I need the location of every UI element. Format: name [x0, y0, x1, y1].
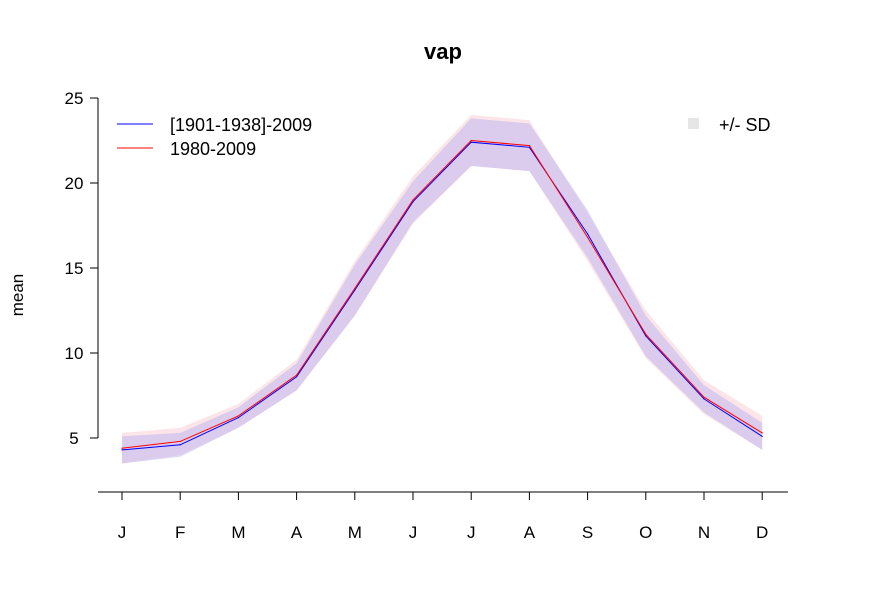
data-point — [237, 415, 239, 417]
y-tick-label: 20 — [65, 174, 84, 193]
series-line-2 — [121, 139, 763, 449]
legend-label-1: [1901-1938]-2009 — [170, 115, 312, 135]
x-tick-label: M — [348, 523, 362, 542]
data-point — [412, 199, 414, 201]
data-point — [761, 435, 763, 437]
data-point — [296, 376, 298, 378]
data-point — [121, 449, 123, 451]
sd-band-2 — [122, 115, 763, 464]
data-point — [761, 432, 763, 434]
x-tick-label: S — [582, 523, 593, 542]
legend-label-2: 1980-2009 — [170, 139, 256, 159]
data-point — [703, 398, 705, 400]
legend: [1901-1938]-2009 1980-2009 — [117, 115, 312, 159]
x-tick-label: D — [756, 523, 768, 542]
x-tick-label: M — [231, 523, 245, 542]
y-tick-label: 25 — [65, 89, 84, 108]
data-point — [412, 201, 414, 203]
data-point — [528, 145, 531, 147]
data-point — [587, 236, 589, 238]
y-tick-label: 5 — [69, 429, 78, 448]
chart-title: vap — [424, 39, 462, 64]
data-point — [354, 287, 356, 289]
data-point — [645, 335, 647, 337]
axes: 5 10 15 20 25 J F M A M J J A S O N D — [65, 89, 788, 542]
series-lines — [121, 139, 763, 451]
x-tick-label: N — [698, 523, 710, 542]
data-point — [296, 374, 298, 376]
data-point — [354, 289, 356, 291]
y-tick-label: 10 — [65, 344, 84, 363]
series-line-1 — [121, 141, 763, 451]
data-point — [470, 139, 472, 142]
x-tick-label: O — [639, 523, 652, 542]
x-tick-label: A — [291, 523, 303, 542]
band-legend: +/- SD — [688, 115, 771, 135]
y-axis-label: mean — [8, 274, 27, 317]
x-tick-label: A — [524, 523, 536, 542]
data-point — [179, 444, 181, 446]
data-point — [237, 417, 239, 419]
y-tick-label: 15 — [65, 259, 84, 278]
data-point — [587, 233, 589, 235]
x-tick-label: J — [409, 523, 418, 542]
band-legend-swatch — [688, 118, 699, 129]
x-tick-label: J — [118, 523, 127, 542]
band-legend-label: +/- SD — [719, 115, 771, 135]
data-point — [645, 333, 647, 335]
data-point — [179, 440, 181, 442]
sd-bands — [122, 115, 763, 464]
data-point — [470, 141, 472, 143]
sd-band-1 — [122, 118, 763, 464]
x-tick-label: J — [467, 523, 476, 542]
data-point — [703, 396, 705, 398]
x-tick-label: F — [175, 523, 185, 542]
data-point — [121, 447, 123, 449]
